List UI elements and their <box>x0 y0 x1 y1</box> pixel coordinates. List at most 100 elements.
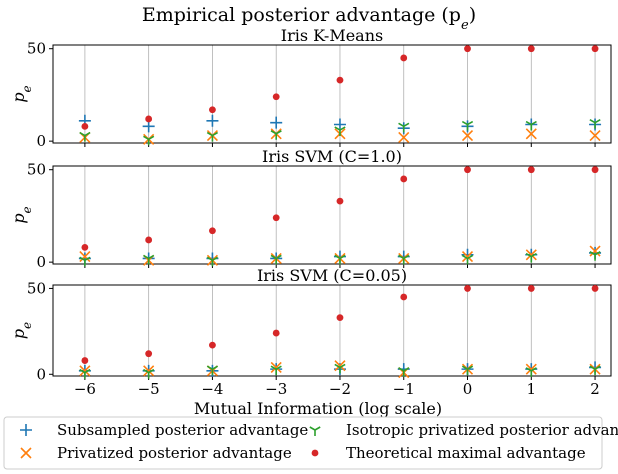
data-point-x <box>461 251 474 263</box>
x-tick-label: 0 <box>463 380 473 398</box>
subplot-2: Iris SVM (C=1.0) 0 50 pe <box>9 147 612 271</box>
legend-marker-x <box>20 447 32 459</box>
data-point-dot <box>209 106 216 114</box>
data-point-tri <box>398 122 410 133</box>
x-tick-label: −6 <box>74 380 96 398</box>
subplot-3: Iris SVM (C=0.05) 0 50 −6 −5 −4 −3 −2 −1 0 1 2 pe <box>9 266 612 398</box>
y-tick-label: 50 <box>27 40 46 58</box>
plot-frame <box>52 165 612 265</box>
legend-label: Subsampled posterior advantage <box>57 421 308 439</box>
data-point-tri <box>270 365 282 376</box>
data-point-dot <box>145 350 153 358</box>
data-point-dot <box>81 122 89 130</box>
data-point-dot <box>145 236 153 244</box>
data-point-x <box>525 128 537 140</box>
legend: Subsampled posterior advantage Isotropic … <box>3 416 618 470</box>
data-point-tri <box>206 256 219 267</box>
data-point-tri <box>334 126 346 137</box>
data-point-dot <box>400 54 408 62</box>
data-point-dot <box>400 293 408 301</box>
x-tick-label: 2 <box>590 380 600 398</box>
data-point-dot <box>591 166 599 174</box>
x-axis-label: Mutual Information (log scale) <box>194 399 442 418</box>
data-point-tri <box>143 135 155 146</box>
x-tick-label: 1 <box>527 380 537 398</box>
data-point-dot <box>527 166 535 174</box>
data-point-dot <box>527 285 535 292</box>
figure-title: Empirical posterior advantage (pe) <box>142 4 476 33</box>
data-point-plus <box>270 116 283 129</box>
x-tick-label: −2 <box>329 380 351 398</box>
data-point-dot <box>81 243 89 251</box>
data-point-x <box>79 251 91 263</box>
y-tick-label: 0 <box>36 132 46 150</box>
data-point-dot <box>527 45 535 53</box>
data-point-tri <box>525 252 537 263</box>
data-point-x <box>398 131 410 144</box>
data-point-tri <box>461 254 474 265</box>
legend-label: Theoretical maximal advantage <box>346 444 586 462</box>
data-point-tri <box>589 118 601 129</box>
data-point-dot <box>400 175 408 183</box>
data-point-dot <box>464 285 471 292</box>
data-point-dot <box>336 314 344 322</box>
data-point-tri <box>461 365 474 376</box>
data-point-x <box>589 245 601 257</box>
data-point-x <box>525 249 537 261</box>
x-tick-label: −3 <box>265 380 287 398</box>
data-point-tri <box>334 254 346 265</box>
data-point-tri <box>398 367 410 377</box>
y-axis-label: pe <box>9 85 34 102</box>
data-point-plus <box>206 114 219 127</box>
data-point-tri <box>79 256 91 267</box>
data-point-plus <box>333 118 346 131</box>
plot-frame <box>52 284 612 377</box>
data-point-tri <box>589 251 601 261</box>
legend-box <box>3 416 603 470</box>
data-point-tri <box>143 254 155 265</box>
data-point-dot <box>272 214 280 222</box>
legend-marker-plus <box>20 424 32 436</box>
legend-label: Privatized posterior advantage <box>57 444 292 462</box>
data-point-dot <box>464 166 471 174</box>
data-point-tri <box>461 120 474 131</box>
data-point-x <box>525 363 537 375</box>
data-point-dot <box>209 227 216 235</box>
subplot-title: Iris SVM (C=0.05) <box>257 266 407 285</box>
data-point-dot <box>272 329 280 337</box>
data-point-tri <box>525 367 537 377</box>
x-tick-label: −4 <box>201 380 223 398</box>
subplot-1: Iris K-Means 0 50 pe <box>9 26 612 150</box>
data-point-tri <box>589 365 601 376</box>
y-tick-label: 0 <box>36 365 46 383</box>
data-point-x <box>461 130 474 142</box>
plot-frame <box>52 44 612 144</box>
data-point-tri <box>270 254 282 265</box>
data-point-dot <box>272 93 280 101</box>
y-tick-label: 50 <box>27 161 46 179</box>
data-point-dot <box>81 357 89 364</box>
y-tick-label: 50 <box>27 279 46 297</box>
data-point-tri <box>206 365 219 376</box>
legend-marker-tri <box>309 426 321 436</box>
data-point-tri <box>398 254 410 265</box>
data-point-x <box>143 365 155 377</box>
data-point-dot <box>591 45 599 53</box>
data-point-x <box>79 365 91 377</box>
data-point-dot <box>209 341 216 349</box>
data-point-tri <box>79 368 91 379</box>
data-point-dot <box>464 45 471 53</box>
legend-marker-dot <box>311 449 319 457</box>
data-point-tri <box>143 368 155 379</box>
y-axis-label: pe <box>9 206 34 223</box>
data-point-dot <box>336 76 344 84</box>
data-point-x <box>270 361 282 373</box>
data-point-x <box>334 360 346 372</box>
data-point-dot <box>336 197 344 205</box>
legend-label: Isotropic privatized posterior advantage <box>346 421 618 439</box>
data-point-dot <box>591 285 599 292</box>
data-point-tri <box>206 131 219 142</box>
data-point-tri <box>525 120 537 131</box>
